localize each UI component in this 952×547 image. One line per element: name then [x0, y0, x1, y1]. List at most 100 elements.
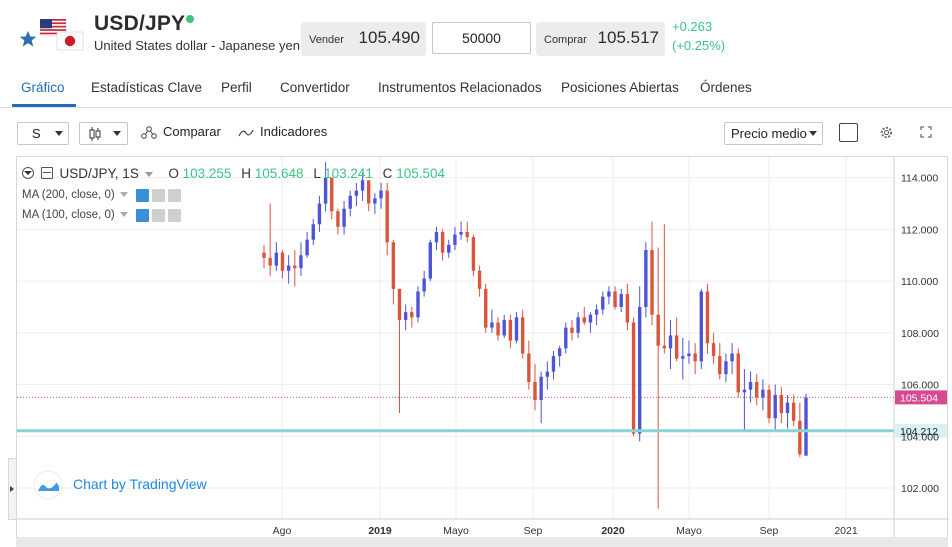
candle-body[interactable]	[791, 402, 796, 421]
candle-body[interactable]	[293, 265, 297, 269]
candle-body[interactable]	[693, 353, 697, 362]
chart-type-select[interactable]	[79, 122, 128, 145]
candle-body[interactable]	[742, 389, 747, 393]
candle-body[interactable]	[484, 288, 488, 328]
candle-body[interactable]	[274, 252, 279, 266]
candle-body[interactable]	[440, 231, 445, 253]
candle-body[interactable]	[662, 345, 667, 349]
candle-body[interactable]	[804, 397, 808, 456]
candle-body[interactable]	[379, 190, 383, 199]
candle-body[interactable]	[459, 231, 463, 235]
candle-body[interactable]	[644, 250, 648, 307]
candle-body[interactable]	[527, 353, 531, 382]
candle-body[interactable]	[545, 371, 550, 377]
collapse-legend-icon[interactable]	[22, 167, 34, 179]
candle-body[interactable]	[342, 208, 346, 227]
candle-body[interactable]	[410, 312, 414, 318]
indicators-button[interactable]: Indicadores	[238, 122, 333, 145]
candle-body[interactable]	[785, 402, 790, 413]
candle-body[interactable]	[490, 322, 494, 328]
candle-body[interactable]	[576, 317, 580, 333]
candle-body[interactable]	[280, 252, 285, 271]
gear-icon[interactable]	[152, 189, 165, 202]
candle-body[interactable]	[557, 348, 562, 357]
candle-body[interactable]	[687, 353, 691, 357]
candle-body[interactable]	[564, 327, 568, 349]
candlestick-chart[interactable]: 104.212 105.504 114.000 112.000 110.000 108.…	[17, 157, 949, 547]
tab-ordenes[interactable]: Órdenes	[700, 80, 752, 95]
tab-estadisticas-clave[interactable]: Estadísticas Clave	[91, 80, 203, 95]
gear-icon[interactable]	[879, 125, 894, 140]
quantity-input[interactable]: 50000	[432, 22, 531, 54]
candle-body[interactable]	[465, 231, 469, 238]
candle-body[interactable]	[551, 356, 556, 372]
candle-body[interactable]	[773, 394, 777, 419]
candle-body[interactable]	[354, 190, 359, 196]
candle-body[interactable]	[391, 242, 396, 289]
sell-button[interactable]: Vender 105.490	[301, 22, 426, 56]
candle-body[interactable]	[718, 356, 722, 375]
candle-body[interactable]	[520, 317, 525, 354]
candle-body[interactable]	[674, 335, 679, 359]
candle-body[interactable]	[336, 211, 340, 227]
eye-icon[interactable]	[136, 189, 149, 202]
candle-body[interactable]	[613, 291, 617, 307]
candle-body[interactable]	[317, 203, 322, 225]
candle-body[interactable]	[323, 177, 328, 204]
candle-body[interactable]	[668, 335, 673, 349]
candle-body[interactable]	[360, 180, 365, 191]
candle-body[interactable]	[367, 180, 371, 204]
candle-body[interactable]	[471, 237, 476, 271]
candle-body[interactable]	[755, 381, 759, 398]
candle-body[interactable]	[311, 224, 315, 240]
candle-body[interactable]	[453, 234, 457, 245]
candle-body[interactable]	[761, 389, 765, 398]
tab-grafico[interactable]: Gráfico	[21, 80, 65, 95]
candle-body[interactable]	[305, 239, 309, 256]
chevron-down-icon[interactable]	[144, 171, 153, 177]
candle-body[interactable]	[570, 327, 574, 333]
interval-select[interactable]: S	[17, 122, 69, 145]
candle-body[interactable]	[330, 177, 334, 212]
candle-body[interactable]	[607, 291, 611, 297]
candle-body[interactable]	[779, 394, 784, 413]
tab-convertidor[interactable]: Convertidor	[280, 80, 350, 95]
candle-body[interactable]	[601, 296, 605, 310]
candle-body[interactable]	[681, 356, 685, 359]
candle-body[interactable]	[496, 322, 500, 336]
candle-body[interactable]	[798, 420, 802, 455]
candle-body[interactable]	[477, 270, 482, 289]
compare-button[interactable]: Comparar	[140, 122, 224, 145]
candle-body[interactable]	[403, 312, 408, 320]
candle-body[interactable]	[638, 306, 642, 434]
candle-body[interactable]	[502, 319, 506, 336]
close-icon[interactable]	[168, 209, 181, 222]
candle-body[interactable]	[428, 242, 432, 279]
price-chart[interactable]: 104.212 105.504 114.000 112.000 110.000 108.…	[16, 156, 949, 547]
eye-icon[interactable]	[136, 209, 149, 222]
candle-body[interactable]	[588, 314, 593, 323]
candle-body[interactable]	[434, 231, 439, 243]
star-icon[interactable]	[19, 30, 37, 48]
tab-instrumentos-relacionados[interactable]: Instrumentos Relacionados	[378, 80, 542, 95]
candle-body[interactable]	[268, 257, 272, 266]
fullscreen-checkbox[interactable]	[839, 123, 858, 142]
candle-body[interactable]	[724, 361, 728, 375]
candle-body[interactable]	[748, 381, 753, 390]
time-scrollbar[interactable]	[16, 537, 948, 547]
candle-body[interactable]	[705, 291, 710, 344]
tab-posiciones-abiertas[interactable]: Posiciones Abiertas	[561, 80, 679, 95]
candle-body[interactable]	[422, 278, 426, 292]
candle-body[interactable]	[699, 291, 703, 362]
candle-body[interactable]	[262, 252, 266, 258]
candle-body[interactable]	[539, 376, 543, 401]
chart-settings-icon[interactable]	[40, 167, 53, 179]
candle-body[interactable]	[397, 288, 402, 320]
tradingview-branding[interactable]: Chart by TradingView	[33, 470, 213, 500]
chevron-down-icon[interactable]	[119, 192, 128, 198]
scroll-left-handle[interactable]	[8, 458, 16, 520]
candle-body[interactable]	[767, 389, 771, 419]
tab-perfil[interactable]: Perfil	[221, 80, 252, 95]
close-icon[interactable]	[168, 189, 181, 202]
candle-body[interactable]	[286, 265, 291, 271]
